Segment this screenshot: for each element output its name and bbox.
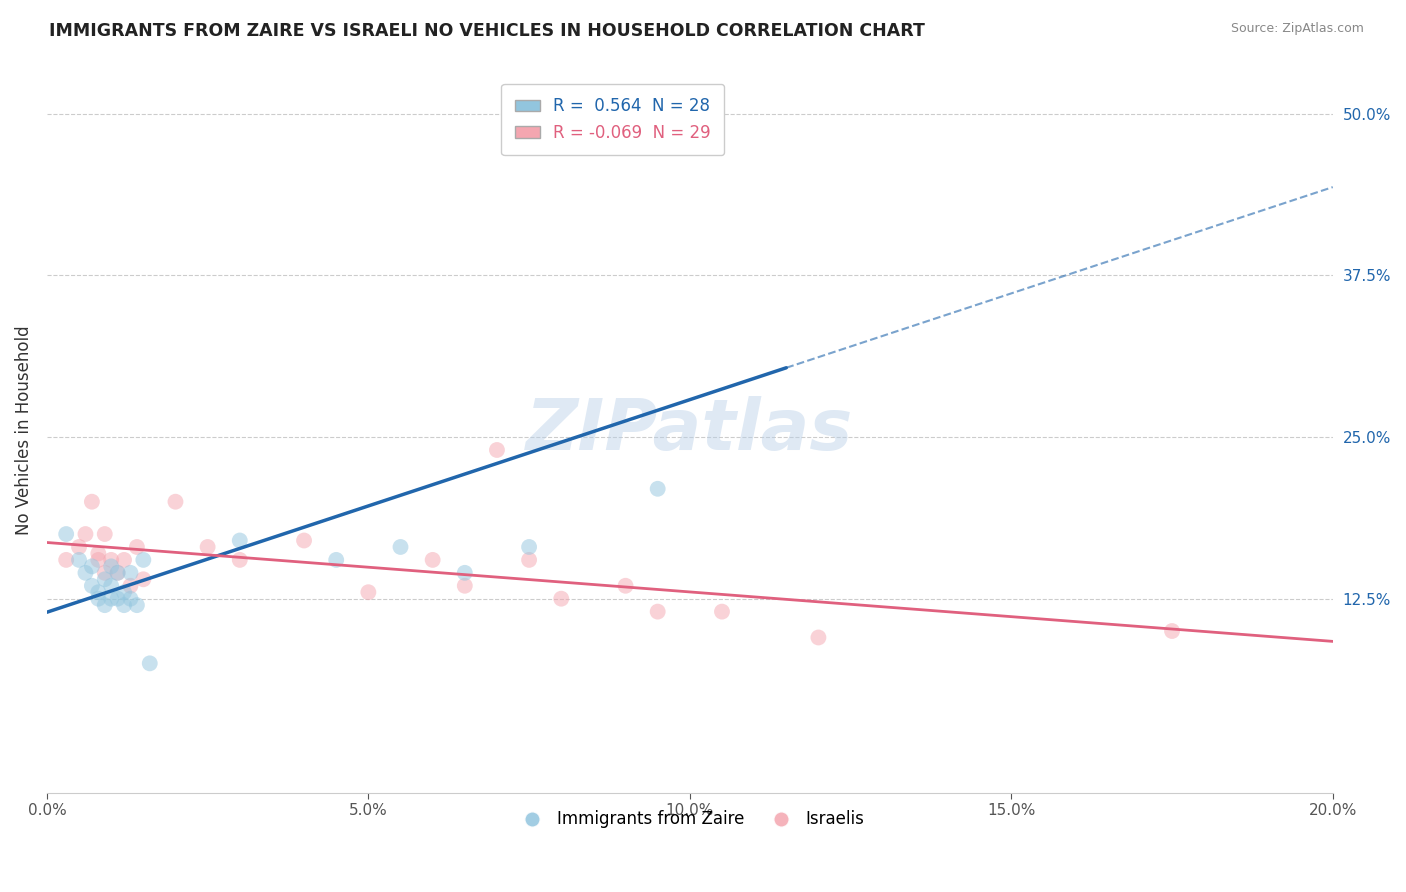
Legend: Immigrants from Zaire, Israelis: Immigrants from Zaire, Israelis	[509, 804, 872, 835]
Y-axis label: No Vehicles in Household: No Vehicles in Household	[15, 326, 32, 535]
Point	[165, 494, 187, 508]
Point	[112, 553, 135, 567]
Point	[389, 540, 412, 554]
Point	[422, 553, 444, 567]
Point	[80, 579, 103, 593]
Point	[87, 553, 110, 567]
Text: ZIPatlas: ZIPatlas	[526, 396, 853, 465]
Point	[679, 133, 702, 147]
Point	[120, 579, 142, 593]
Point	[107, 591, 129, 606]
Point	[139, 657, 162, 671]
Point	[132, 553, 155, 567]
Point	[485, 442, 508, 457]
Point	[292, 533, 315, 548]
Point	[80, 494, 103, 508]
Point	[550, 591, 572, 606]
Point	[517, 540, 540, 554]
Point	[100, 591, 122, 606]
Point	[647, 482, 669, 496]
Point	[87, 585, 110, 599]
Point	[100, 579, 122, 593]
Point	[120, 591, 142, 606]
Point	[75, 527, 97, 541]
Point	[107, 566, 129, 580]
Point	[454, 579, 477, 593]
Point	[100, 559, 122, 574]
Point	[55, 527, 77, 541]
Point	[75, 566, 97, 580]
Point	[67, 540, 90, 554]
Point	[55, 553, 77, 567]
Point	[357, 585, 380, 599]
Point	[229, 533, 252, 548]
Point	[517, 553, 540, 567]
Point	[614, 579, 637, 593]
Point	[112, 598, 135, 612]
Point	[325, 553, 347, 567]
Point	[807, 631, 830, 645]
Point	[94, 572, 117, 586]
Point	[647, 605, 669, 619]
Point	[94, 566, 117, 580]
Point	[454, 566, 477, 580]
Text: Source: ZipAtlas.com: Source: ZipAtlas.com	[1230, 22, 1364, 36]
Point	[112, 585, 135, 599]
Point	[87, 546, 110, 560]
Point	[100, 553, 122, 567]
Point	[87, 591, 110, 606]
Point	[94, 598, 117, 612]
Point	[710, 605, 733, 619]
Point	[197, 540, 219, 554]
Point	[125, 598, 148, 612]
Point	[229, 553, 252, 567]
Point	[107, 566, 129, 580]
Point	[132, 572, 155, 586]
Point	[1161, 624, 1184, 638]
Point	[94, 527, 117, 541]
Point	[120, 566, 142, 580]
Text: IMMIGRANTS FROM ZAIRE VS ISRAELI NO VEHICLES IN HOUSEHOLD CORRELATION CHART: IMMIGRANTS FROM ZAIRE VS ISRAELI NO VEHI…	[49, 22, 925, 40]
Point	[80, 559, 103, 574]
Point	[67, 553, 90, 567]
Point	[125, 540, 148, 554]
